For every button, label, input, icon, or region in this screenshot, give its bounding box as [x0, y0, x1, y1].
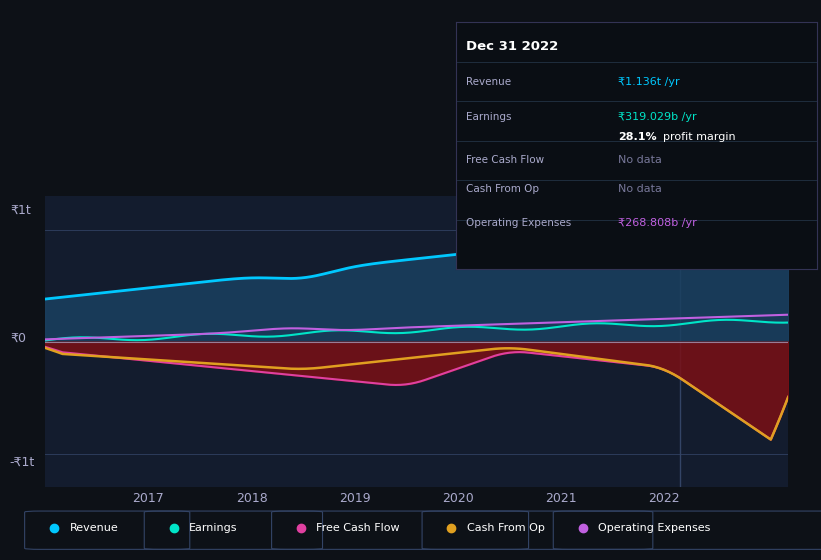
Text: Free Cash Flow: Free Cash Flow — [466, 155, 544, 165]
Text: ₹1t: ₹1t — [10, 203, 30, 217]
Text: Cash From Op: Cash From Op — [466, 184, 539, 194]
Text: ₹0: ₹0 — [10, 332, 25, 346]
Text: Operating Expenses: Operating Expenses — [598, 523, 710, 533]
Text: Earnings: Earnings — [189, 523, 237, 533]
Text: ₹319.029b /yr: ₹319.029b /yr — [618, 112, 697, 122]
Text: -₹1t: -₹1t — [10, 455, 35, 469]
Text: No data: No data — [618, 184, 662, 194]
Text: Revenue: Revenue — [70, 523, 118, 533]
Text: Dec 31 2022: Dec 31 2022 — [466, 40, 559, 53]
Text: ₹1.136t /yr: ₹1.136t /yr — [618, 77, 680, 87]
Text: Revenue: Revenue — [466, 77, 511, 87]
Text: Free Cash Flow: Free Cash Flow — [316, 523, 400, 533]
Text: Operating Expenses: Operating Expenses — [466, 218, 571, 228]
Text: 28.1%: 28.1% — [618, 132, 657, 142]
Text: Earnings: Earnings — [466, 112, 512, 122]
Text: profit margin: profit margin — [663, 132, 736, 142]
Text: No data: No data — [618, 155, 662, 165]
Text: Cash From Op: Cash From Op — [467, 523, 544, 533]
Text: ₹268.808b /yr: ₹268.808b /yr — [618, 218, 697, 228]
